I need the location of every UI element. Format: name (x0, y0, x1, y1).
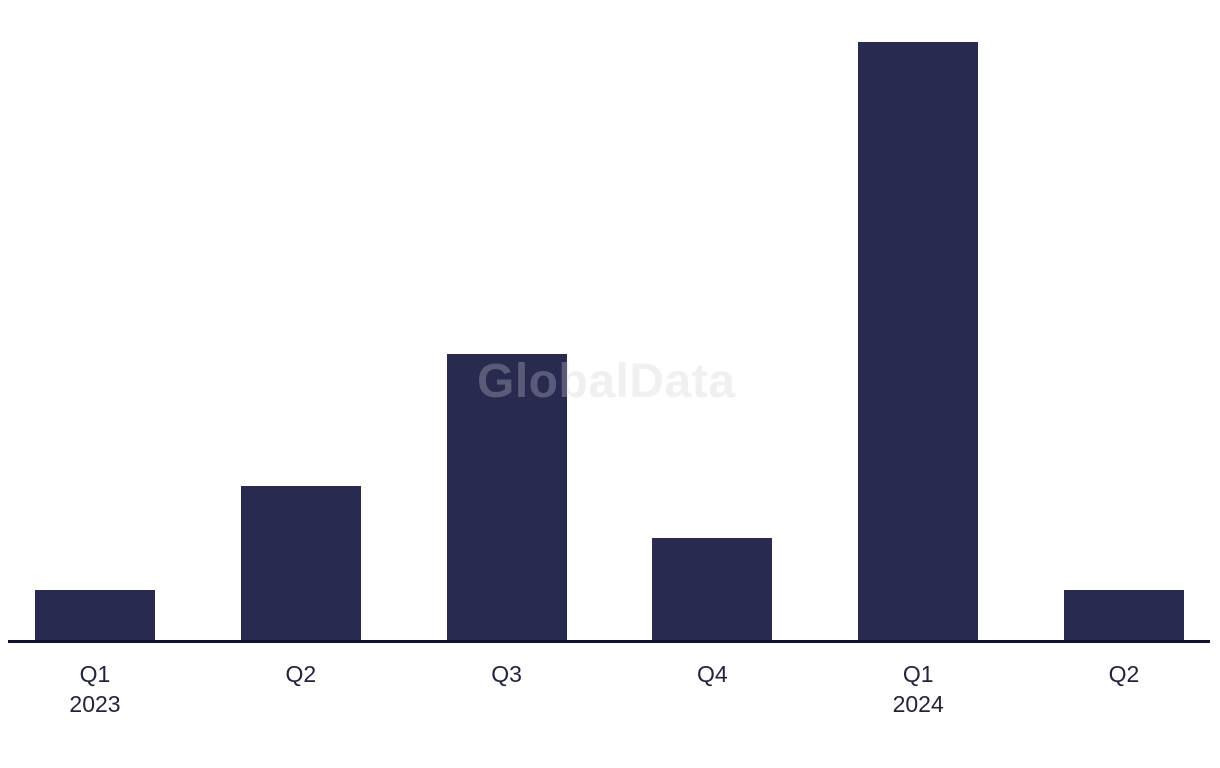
bar-q4-2023 (652, 538, 773, 641)
x-tick-label-q1-2023: Q1 2023 (35, 659, 155, 719)
bar-q3-2023 (446, 354, 567, 641)
x-axis-labels: Q1 2023 Q2 Q3 Q4 Q1 2024 Q2 (35, 659, 1184, 719)
x-tick-label-q4-2023: Q4 (652, 659, 772, 719)
bar-q1-2024 (858, 42, 979, 641)
x-tick-label-q3-2023: Q3 (447, 659, 567, 719)
x-tick-quarter: Q1 (79, 661, 111, 687)
x-tick-label-q2-2023: Q2 (241, 659, 361, 719)
x-tick-quarter: Q4 (697, 661, 728, 687)
bar-q2-2023 (240, 486, 361, 641)
x-tick-quarter: Q1 (902, 661, 934, 687)
x-axis-line (8, 640, 1210, 643)
x-tick-year: 2023 (69, 691, 121, 717)
x-tick-quarter: Q2 (1108, 661, 1140, 687)
x-tick-label-q1-2024: Q1 2024 (858, 659, 978, 719)
bar-q2-2024 (1063, 590, 1184, 641)
x-tick-label-q2-2024: Q2 (1064, 659, 1184, 719)
bar-q1-2023 (35, 590, 155, 641)
x-tick-quarter: Q2 (285, 661, 317, 687)
x-tick-quarter: Q3 (491, 661, 522, 687)
x-tick-year: 2024 (892, 691, 944, 717)
bars-container (35, 42, 1184, 641)
